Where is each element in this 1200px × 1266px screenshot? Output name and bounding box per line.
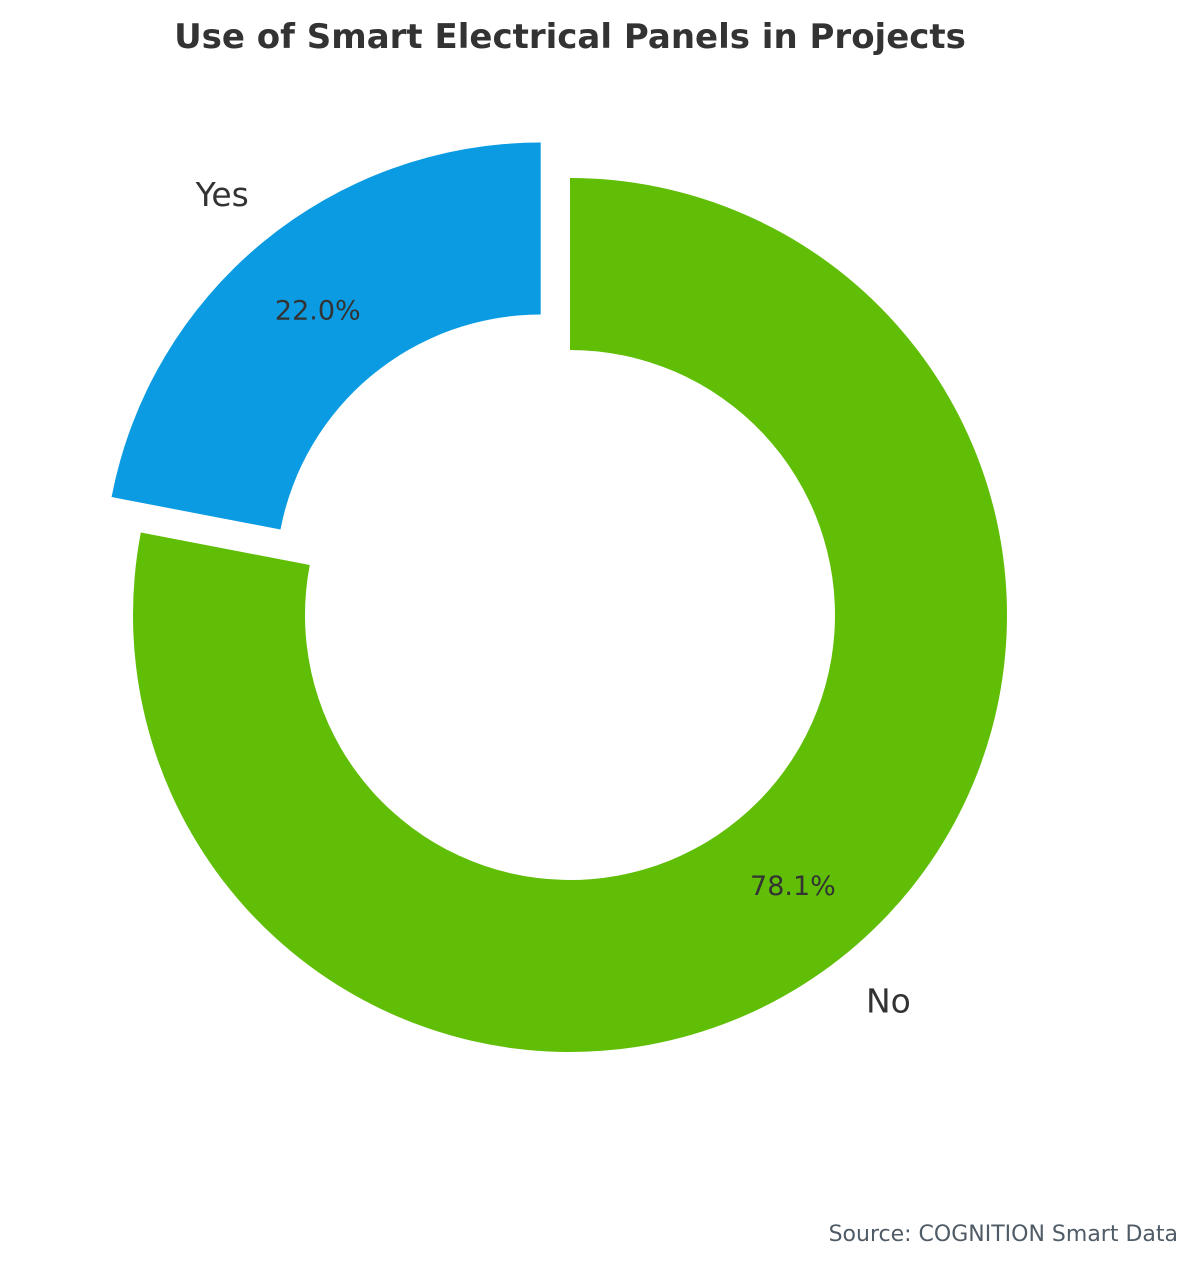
slice-yes [111,142,541,530]
category-label-yes: Yes [195,175,249,214]
chart-title: Use of Smart Electrical Panels in Projec… [174,17,966,57]
source-note: Source: COGNITION Smart Data [829,1222,1178,1247]
category-label-no: No [866,981,911,1020]
slice-no [133,178,1007,1052]
value-label-no: 78.1% [750,871,836,902]
value-label-yes: 22.0% [275,296,361,327]
